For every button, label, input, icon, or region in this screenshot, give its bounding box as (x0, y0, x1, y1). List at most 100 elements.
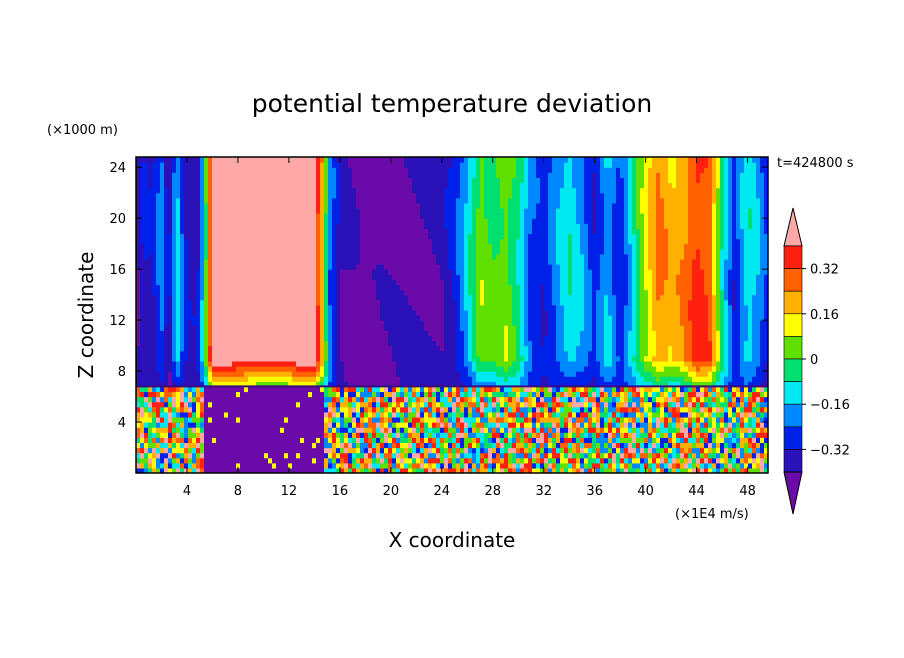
field-cell (412, 253, 417, 260)
field-cell (180, 238, 185, 245)
field-cell (148, 365, 153, 372)
field-cell (140, 396, 145, 403)
field-cell (364, 452, 369, 459)
field-cell (444, 157, 449, 163)
field-cell (280, 202, 285, 209)
field-cell (240, 243, 245, 250)
field-cell (424, 299, 429, 306)
field-cell (304, 411, 309, 418)
field-cell (160, 427, 165, 433)
field-cell (196, 182, 201, 189)
field-cell (248, 192, 253, 199)
field-cell (180, 304, 185, 311)
field-cell (216, 381, 221, 387)
field-cell (216, 320, 221, 326)
field-cell (232, 207, 237, 214)
field-cell (176, 422, 181, 428)
field-cell (364, 162, 369, 168)
field-cell (432, 167, 437, 173)
field-cell (136, 467, 141, 473)
field-cell (168, 192, 173, 199)
field-cell (444, 411, 449, 418)
field-cell (444, 228, 449, 235)
field-cell (220, 294, 225, 301)
field-cell (140, 258, 145, 265)
field-cell (212, 309, 217, 316)
field-cell (296, 345, 301, 352)
field-cell (300, 406, 305, 413)
field-cell (396, 406, 401, 413)
field-cell (292, 315, 297, 321)
field-cell (356, 355, 361, 362)
field-cell (256, 427, 261, 433)
field-cell (156, 243, 161, 250)
field-cell (184, 172, 189, 178)
field-cell (136, 350, 141, 357)
field-cell (328, 309, 333, 316)
field-cell (196, 238, 201, 245)
field-cell (404, 172, 409, 178)
field-cell (392, 304, 397, 311)
field-cell (240, 228, 245, 235)
field-cell (456, 335, 461, 342)
field-cell (184, 248, 189, 255)
field-cell (420, 304, 425, 311)
field-cell (424, 309, 429, 316)
field-cell (152, 172, 157, 178)
field-cell (232, 381, 237, 387)
field-cell (388, 457, 393, 464)
field-cell (292, 391, 297, 398)
field-cell (400, 309, 405, 316)
chart-title: potential temperature deviation (252, 89, 652, 118)
field-cell (228, 162, 233, 168)
field-cell (292, 202, 297, 209)
field-cell (260, 157, 265, 163)
field-cell (420, 279, 425, 286)
field-cell (292, 238, 297, 245)
field-cell (332, 233, 337, 240)
field-cell (292, 279, 297, 286)
field-cell (284, 315, 289, 321)
field-cell (340, 422, 345, 428)
field-cell (372, 462, 377, 469)
field-cell (364, 325, 369, 331)
field-cell (436, 213, 441, 219)
field-cell (376, 422, 381, 428)
field-cell (276, 376, 281, 382)
field-cell (312, 437, 317, 444)
field-cell (156, 330, 161, 336)
field-cell (240, 442, 245, 449)
field-cell (320, 167, 325, 173)
field-cell (352, 345, 357, 352)
field-cell (264, 442, 269, 449)
field-cell (252, 207, 257, 214)
field-cell (316, 274, 321, 280)
field-cell (372, 284, 377, 291)
field-cell (256, 355, 261, 362)
field-cell (216, 172, 221, 178)
field-cell (312, 396, 317, 403)
field-cell (364, 187, 369, 194)
field-cell (232, 462, 237, 469)
field-cell (360, 304, 365, 311)
field-cell (436, 345, 441, 352)
field-cell (224, 381, 229, 387)
field-cell (240, 325, 245, 331)
field-cell (452, 345, 457, 352)
field-cell (352, 360, 357, 367)
field-cell (240, 238, 245, 245)
field-cell (236, 187, 241, 194)
field-cell (352, 228, 357, 235)
field-cell (444, 167, 449, 173)
field-cell (252, 202, 257, 209)
field-cell (200, 253, 205, 260)
field-cell (312, 335, 317, 342)
field-cell (392, 274, 397, 280)
field-cell (452, 157, 457, 163)
field-cell (216, 457, 221, 464)
field-cell (200, 360, 205, 367)
field-cell (272, 427, 277, 433)
field-cell (292, 432, 297, 438)
field-cell (284, 437, 289, 444)
